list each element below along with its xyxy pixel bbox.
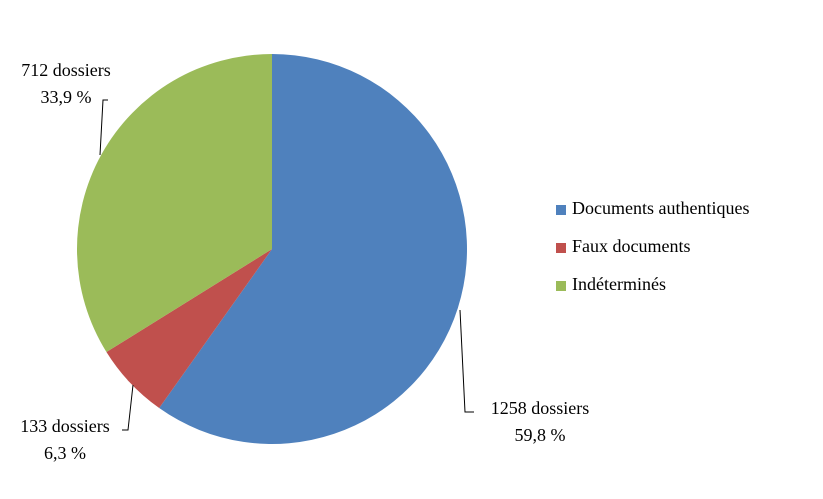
pie-slice	[159, 54, 468, 444]
data-label: 712 dossiers	[21, 60, 111, 80]
pie-slice	[106, 249, 272, 409]
leader-line	[99, 99, 108, 156]
leader-line	[459, 309, 474, 413]
data-label: 133 dossiers	[20, 416, 110, 436]
legend-swatch	[556, 243, 566, 253]
percent-label: 59,8 %	[515, 425, 566, 445]
pie-slice	[76, 54, 273, 352]
legend-label: Faux documents	[572, 236, 691, 256]
leader-line	[122, 384, 134, 431]
percent-label: 33,9 %	[41, 87, 92, 107]
data-label: 1258 dossiers	[491, 398, 590, 418]
percent-label: 6,3 %	[44, 443, 86, 463]
legend-swatch	[556, 205, 566, 215]
legend-label: Documents authentiques	[572, 198, 749, 218]
legend-swatch	[556, 281, 566, 291]
legend-label: Indéterminés	[572, 274, 666, 294]
